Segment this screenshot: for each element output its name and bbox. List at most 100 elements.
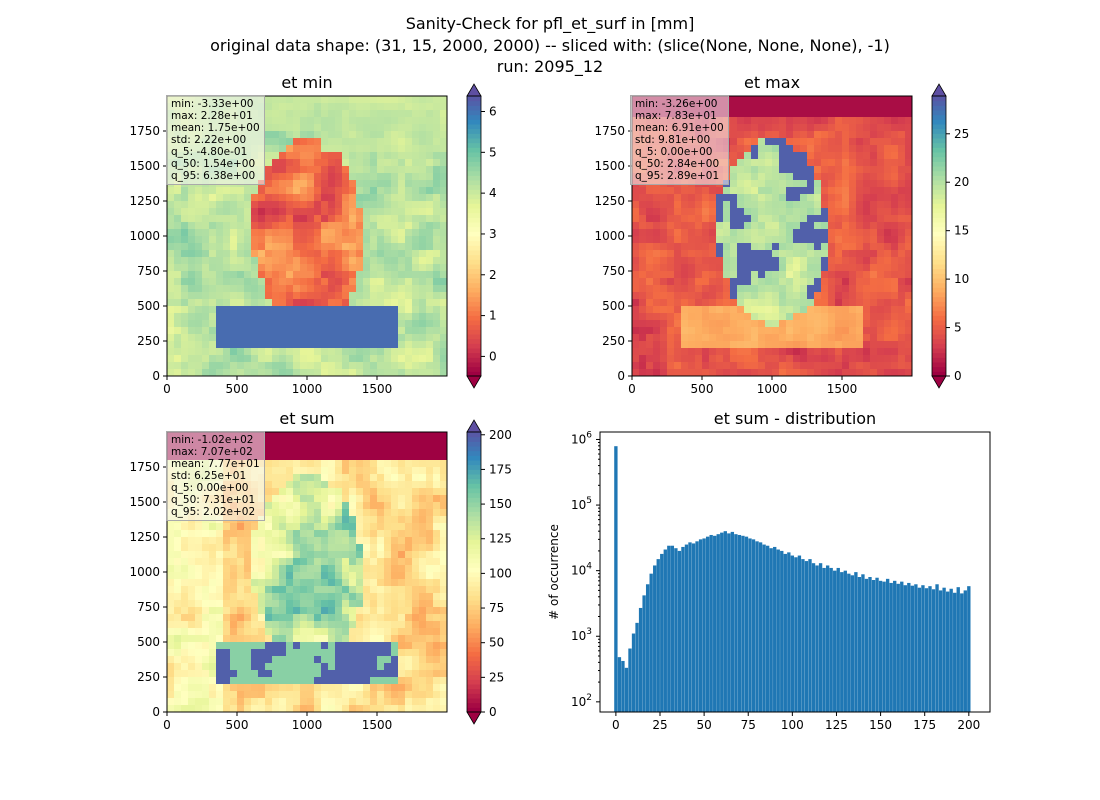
et-sum-cell (181, 586, 189, 594)
et-min-cell (398, 292, 406, 300)
et-min-cell (230, 236, 238, 244)
et-min-cell (377, 299, 385, 307)
et-min-cell (181, 292, 189, 300)
et-min-cell (426, 110, 434, 118)
et-sum-cell (419, 600, 427, 608)
et-sum-cell (342, 558, 350, 566)
et-max-cell (702, 313, 710, 321)
et-max-cell (870, 250, 878, 258)
et-max-cell (807, 362, 815, 370)
et-sum-cell (391, 691, 399, 699)
et-max-cell (695, 369, 703, 377)
et-max-cell (674, 229, 682, 237)
et-max-cell (716, 341, 724, 349)
et-min-cell (188, 313, 196, 321)
et-min-cell (426, 96, 434, 104)
et-max-cell (723, 306, 731, 314)
et-min-cell (440, 166, 448, 174)
et-max-ytick-label: 1500 (594, 159, 625, 173)
et-min-cell (251, 194, 259, 202)
et-max-cell (709, 215, 717, 223)
et-min-cell (307, 201, 315, 209)
et-max-cell (744, 341, 752, 349)
et-max-cell (674, 264, 682, 272)
et-min-cell (419, 131, 427, 139)
et-sum-cell (209, 642, 217, 650)
et-min-cell (230, 355, 238, 363)
et-sum-cell (370, 516, 378, 524)
et-sum-cell (258, 551, 266, 559)
et-sum-cell (419, 705, 427, 713)
et-sum-cell (251, 691, 259, 699)
et-max-cell (709, 236, 717, 244)
et-max-cell (660, 369, 668, 377)
et-max-cell (702, 201, 710, 209)
et-max-cell (751, 138, 759, 146)
et-max-cell (632, 236, 640, 244)
et-max-cell (758, 187, 766, 195)
et-min-cell (286, 194, 294, 202)
et-min-cell (216, 334, 224, 342)
et-max-cell (849, 299, 857, 307)
et-sum-cell (328, 628, 336, 636)
et-sum-cell (272, 600, 280, 608)
et-sum-cell (174, 677, 182, 685)
et-sum-cell (202, 635, 210, 643)
et-max-cell (674, 299, 682, 307)
et-max-cell (723, 341, 731, 349)
et-max-cell (842, 271, 850, 279)
et-max-cell (674, 348, 682, 356)
et-max-cell (793, 271, 801, 279)
et-sum-cell (321, 523, 329, 531)
et-max-colorbar-segment (932, 226, 946, 232)
et-max-cell (835, 117, 843, 125)
et-min-cell (202, 327, 210, 335)
et-min-cell (398, 355, 406, 363)
et-max-cell (632, 215, 640, 223)
et-min-cell (328, 264, 336, 272)
et-min-cell (335, 110, 343, 118)
et-sum-cell (370, 628, 378, 636)
et-sum-cell (356, 439, 364, 447)
et-min-cell (412, 152, 420, 160)
et-max-cell (709, 194, 717, 202)
et-sum-cell (391, 467, 399, 475)
et-max-cell (800, 306, 808, 314)
et-sum-cell (405, 516, 413, 524)
et-min-cell (426, 103, 434, 111)
et-max-cell (744, 236, 752, 244)
et-sum-cell (286, 698, 294, 706)
et-sum-cell (342, 656, 350, 664)
et-max-cell (807, 313, 815, 321)
et-min-cell (286, 201, 294, 209)
et-sum-cell (391, 684, 399, 692)
et-sum-cell (293, 579, 301, 587)
et-max-cell (667, 250, 675, 258)
et-max-colorbar-segment (932, 203, 946, 209)
et-sum-cell (279, 530, 287, 538)
et-max-cell (807, 96, 815, 104)
et-min-cell (300, 334, 308, 342)
et-sum-cell (398, 677, 406, 685)
et-max-cell (814, 327, 822, 335)
et-max-colorbar-segment (932, 259, 946, 265)
et-max-cell (695, 278, 703, 286)
et-sum-cell (398, 530, 406, 538)
et-sum-cell (384, 621, 392, 629)
et-sum-cell (342, 439, 350, 447)
et-max-cell (772, 201, 780, 209)
et-sum-cell (293, 684, 301, 692)
et-min-cell (181, 362, 189, 370)
et-min-cell (433, 180, 441, 188)
et-max-cell (898, 194, 906, 202)
et-min-cell (328, 327, 336, 335)
et-max-cell (674, 215, 682, 223)
et-max-cell (688, 201, 696, 209)
et-min-cell (174, 348, 182, 356)
et-max-cell (653, 215, 661, 223)
et-sum-cell (321, 649, 329, 657)
et-min-cell (244, 194, 252, 202)
et-max-cell (709, 285, 717, 293)
et-max-cell (905, 138, 913, 146)
